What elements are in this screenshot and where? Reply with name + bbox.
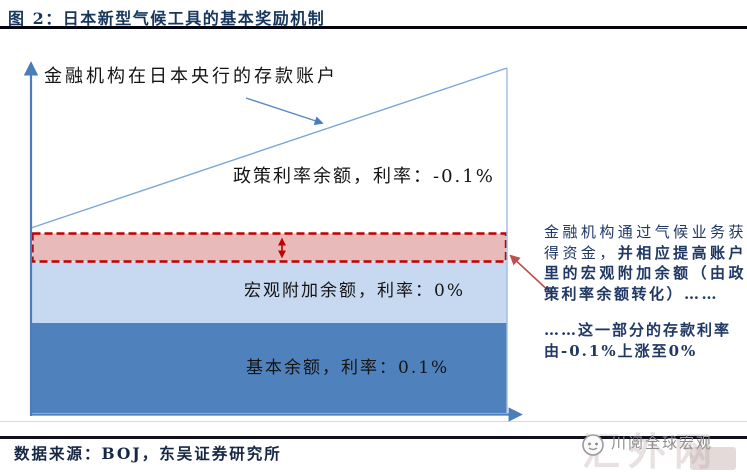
data-source-note: 数据来源：BOJ，东吴证券研究所: [14, 444, 282, 463]
chart-bottom-border: [0, 421, 747, 422]
figure-title: 图 2：日本新型气候工具的基本奖励机制: [8, 9, 326, 28]
macro-addon-balance-band: [31, 262, 507, 323]
basic-balance-band: [31, 323, 507, 413]
background-watermark-logo: [690, 447, 736, 470]
converted-balance-highlight-box: [31, 232, 508, 263]
climate-funding-note: 金融机构通过气候业务获得资金，并相应提高账户里的宏观附加余额（由政策利率余额转化…: [544, 222, 746, 304]
footer-divider: [0, 436, 747, 439]
brand-watermark-text: 川阅全球宏观: [611, 434, 714, 452]
note-part2: 并相应提高账户里的宏观附加余额（由政策利率余额转化）……: [544, 243, 746, 303]
note-pointer-arrow: [509, 254, 553, 295]
deposit-growth-line: [30, 67, 508, 229]
title-divider: [0, 26, 747, 29]
policy-rate-balance-label: 政策利率余额，利率：-0.1%: [233, 166, 495, 187]
macro-addon-balance-label: 宏观附加余额，利率：0%: [244, 281, 465, 301]
deposit-account-caption: 金融机构在日本央行的存款账户: [44, 66, 338, 87]
watermark-mascot-icon: [582, 434, 604, 456]
basic-balance-label: 基本余额，利率：0.1%: [246, 358, 450, 378]
note-part1: 金融机构通过气候业务获得资金，: [544, 223, 746, 262]
rate-rise-note: ……这一部分的存款利率由-0.1%上涨至0%: [544, 321, 732, 360]
caption-pointer-arrow: [245, 97, 324, 126]
